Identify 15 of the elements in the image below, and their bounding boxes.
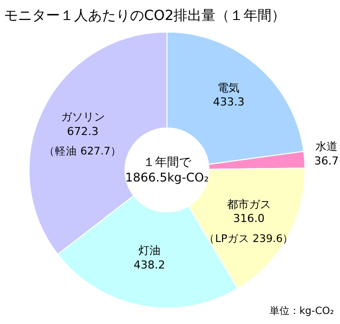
text: （LPガス 239.6） (204, 232, 294, 245)
data-label: 36.7 (314, 154, 339, 168)
slice-label: 灯油 (138, 244, 160, 258)
slice-label: 都市ガス (226, 198, 271, 211)
slice-label: 水道 (316, 140, 338, 154)
text: 単位：kg-CO₂ (269, 305, 334, 317)
slice-label: 電気 (218, 81, 240, 94)
data-label: 433.3 (212, 96, 244, 109)
text: １年間で 1866.5kg-CO₂ (125, 155, 209, 185)
slice-label: ガソリン (60, 110, 105, 124)
data-label: 316.0 (233, 212, 265, 226)
chart-title: モニター１人あたりのCO2排出量（１年間） (4, 8, 286, 24)
text: （軽油 627.7） (44, 146, 122, 158)
data-label: 672.3 (67, 124, 99, 138)
data-label: 438.2 (134, 258, 166, 272)
